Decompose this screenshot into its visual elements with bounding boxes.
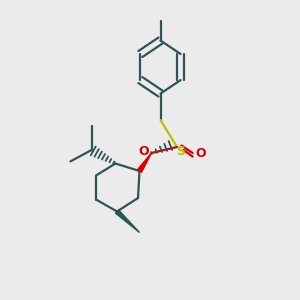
Text: O: O (195, 147, 206, 160)
Text: O: O (139, 145, 149, 158)
Polygon shape (137, 153, 152, 172)
Text: S: S (176, 145, 185, 158)
Polygon shape (116, 210, 140, 233)
